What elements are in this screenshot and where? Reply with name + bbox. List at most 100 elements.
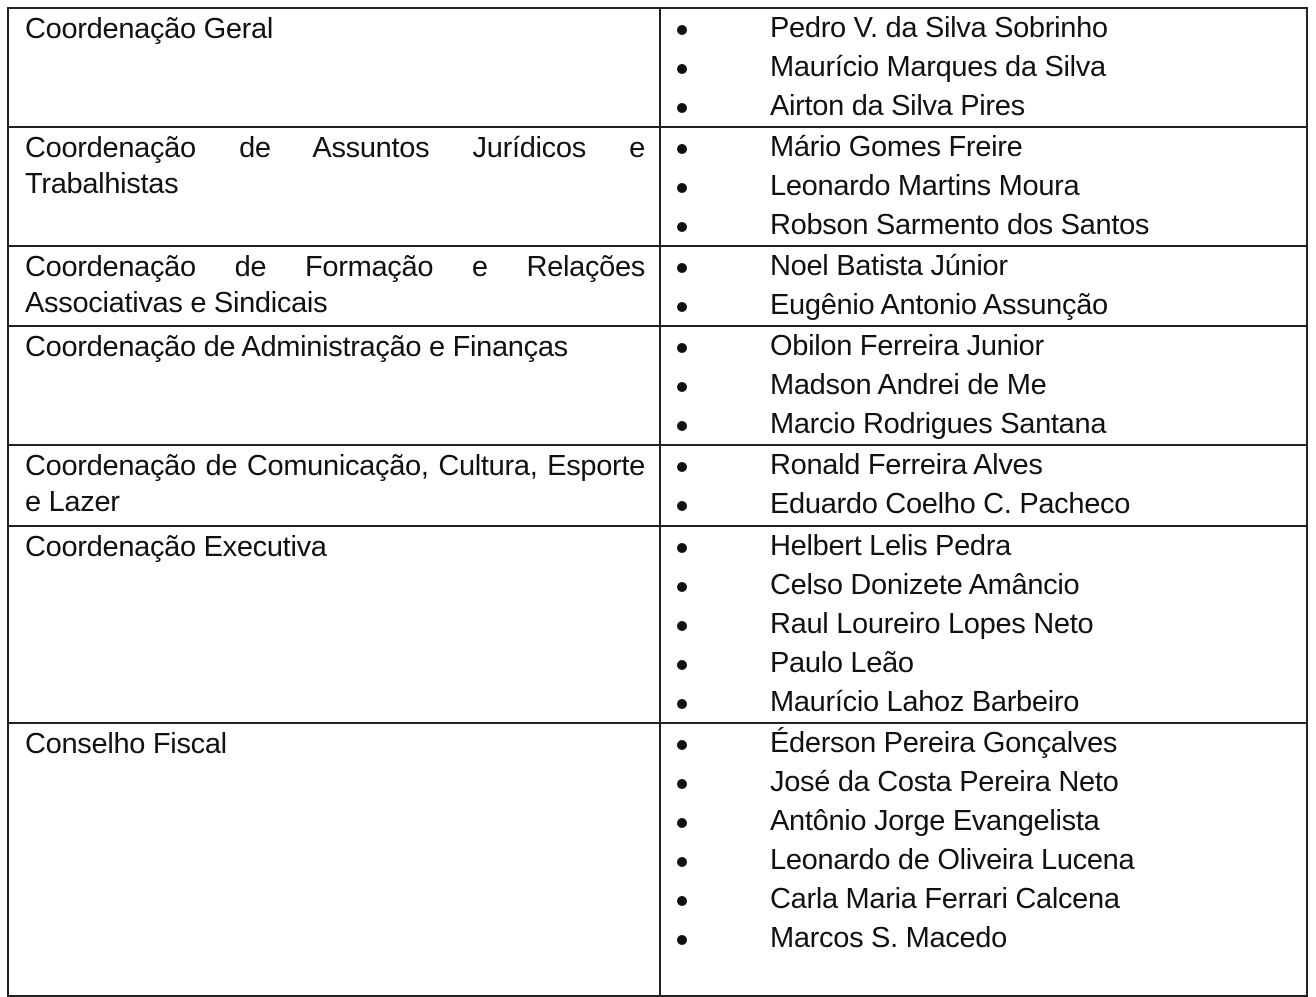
members-cell: Éderson Pereira Gonçalves José da Costa P… <box>659 722 1308 997</box>
table-row: Coordenação de Formação e Relações Assoc… <box>7 245 1308 327</box>
members-cell: Pedro V. da Silva Sobrinho Maurício Marqu… <box>659 7 1308 128</box>
member-item: Helbert Lelis Pedra <box>661 527 1306 566</box>
member-name: Eugênio Antonio Assunção <box>770 289 1108 321</box>
bullet <box>677 462 687 472</box>
role-cell: Coordenação Executiva <box>7 525 661 724</box>
member-name: Noel Batista Júnior <box>770 250 1008 282</box>
member-item: Noel Batista Júnior <box>661 247 1306 286</box>
member-name: Mário Gomes Freire <box>770 131 1023 163</box>
board-table: Coordenação Geral Pedro V. da Silva Sobri… <box>7 7 1308 997</box>
bullet <box>677 343 687 353</box>
member-name: Leonardo de Oliveira Lucena <box>770 844 1135 876</box>
member-item: Obilon Ferreira Junior <box>661 327 1306 366</box>
member-name: Maurício Lahoz Barbeiro <box>770 686 1080 718</box>
member-item: Leonardo Martins Moura <box>661 167 1306 206</box>
member-item: Carla Maria Ferrari Calcena <box>661 880 1306 919</box>
bullet <box>677 103 687 113</box>
member-item: Raul Loureiro Lopes Neto <box>661 605 1306 644</box>
member-list: Obilon Ferreira Junior Madson Andrei de M… <box>661 327 1306 444</box>
members-cell: Obilon Ferreira Junior Madson Andrei de M… <box>659 325 1308 446</box>
member-name: Celso Donizete Amâncio <box>770 569 1080 601</box>
bullet <box>677 543 687 553</box>
role-cell: Coordenação de Assuntos Jurídicos e Trab… <box>7 126 661 247</box>
bullet <box>677 699 687 709</box>
members-cell: Mário Gomes Freire Leonardo Martins Moura… <box>659 126 1308 247</box>
bullet <box>677 183 687 193</box>
bullet <box>677 222 687 232</box>
bullet <box>677 935 687 945</box>
bullet <box>677 302 687 312</box>
member-name: Ronald Ferreira Alves <box>770 449 1043 481</box>
bullet <box>677 857 687 867</box>
member-name: Marcio Rodrigues Santana <box>770 408 1107 440</box>
table-row: Conselho Fiscal Éderson Pereira Gonçalves… <box>7 722 1308 997</box>
member-item: Mário Gomes Freire <box>661 128 1306 167</box>
member-item: Antônio Jorge Evangelista <box>661 802 1306 841</box>
bullet <box>677 896 687 906</box>
member-name: Eduardo Coelho C. Pacheco <box>770 488 1131 520</box>
bullet <box>677 660 687 670</box>
member-name: Helbert Lelis Pedra <box>770 530 1011 562</box>
member-item: Pedro V. da Silva Sobrinho <box>661 9 1306 48</box>
bullet <box>677 25 687 35</box>
member-list: Mário Gomes Freire Leonardo Martins Moura… <box>661 128 1306 245</box>
member-item: Airton da Silva Pires <box>661 87 1306 126</box>
bullet <box>677 501 687 511</box>
member-item: Robson Sarmento dos Santos <box>661 206 1306 245</box>
role-cell: Coordenação de Administração e Finanças <box>7 325 661 446</box>
member-name: Madson Andrei de Me <box>770 369 1047 401</box>
bullet <box>677 621 687 631</box>
bullet <box>677 779 687 789</box>
bullet <box>677 64 687 74</box>
table-row: Coordenação de Administração e Finanças O… <box>7 325 1308 446</box>
member-item: Eugênio Antonio Assunção <box>661 286 1306 325</box>
member-item: Ronald Ferreira Alves <box>661 446 1306 485</box>
member-item: Éderson Pereira Gonçalves <box>661 724 1306 763</box>
member-name: Maurício Marques da Silva <box>770 51 1106 83</box>
member-name: Marcos S. Macedo <box>770 922 1007 954</box>
member-name: Robson Sarmento dos Santos <box>770 209 1150 241</box>
member-name: José da Costa Pereira Neto <box>770 766 1119 798</box>
member-name: Pedro V. da Silva Sobrinho <box>770 12 1108 44</box>
member-name: Airton da Silva Pires <box>770 90 1025 122</box>
members-cell: Noel Batista Júnior Eugênio Antonio Assun… <box>659 245 1308 327</box>
member-item: Leonardo de Oliveira Lucena <box>661 841 1306 880</box>
member-list: Pedro V. da Silva Sobrinho Maurício Marqu… <box>661 9 1306 126</box>
member-name: Raul Loureiro Lopes Neto <box>770 608 1094 640</box>
members-cell: Ronald Ferreira Alves Eduardo Coelho C. P… <box>659 444 1308 527</box>
bullet <box>677 144 687 154</box>
member-item: José da Costa Pereira Neto <box>661 763 1306 802</box>
role-cell: Conselho Fiscal <box>7 722 661 997</box>
role-cell: Coordenação de Comunicação, Cultura, Esp… <box>7 444 661 527</box>
member-item: Celso Donizete Amâncio <box>661 566 1306 605</box>
member-list: Ronald Ferreira Alves Eduardo Coelho C. P… <box>661 446 1306 524</box>
role-cell: Coordenação Geral <box>7 7 661 128</box>
member-name: Obilon Ferreira Junior <box>770 330 1044 362</box>
table-row: Coordenação de Comunicação, Cultura, Esp… <box>7 444 1308 527</box>
members-cell: Helbert Lelis Pedra Celso Donizete Amânci… <box>659 525 1308 724</box>
table-row: Coordenação Executiva Helbert Lelis Pedra… <box>7 525 1308 724</box>
member-item: Eduardo Coelho C. Pacheco <box>661 485 1306 524</box>
member-list: Helbert Lelis Pedra Celso Donizete Amânci… <box>661 527 1306 722</box>
member-name: Carla Maria Ferrari Calcena <box>770 883 1120 915</box>
bullet <box>677 421 687 431</box>
table-row: Coordenação de Assuntos Jurídicos e Trab… <box>7 126 1308 247</box>
member-item: Paulo Leão <box>661 644 1306 683</box>
member-item: Marcos S. Macedo <box>661 919 1306 958</box>
member-name: Antônio Jorge Evangelista <box>770 805 1100 837</box>
member-name: Éderson Pereira Gonçalves <box>770 727 1118 759</box>
member-item: Maurício Lahoz Barbeiro <box>661 683 1306 722</box>
table-row: Coordenação Geral Pedro V. da Silva Sobri… <box>7 7 1308 128</box>
bullet <box>677 263 687 273</box>
member-name: Leonardo Martins Moura <box>770 170 1080 202</box>
bullet <box>677 818 687 828</box>
member-item: Madson Andrei de Me <box>661 366 1306 405</box>
member-item: Maurício Marques da Silva <box>661 48 1306 87</box>
role-cell: Coordenação de Formação e Relações Assoc… <box>7 245 661 327</box>
member-item: Marcio Rodrigues Santana <box>661 405 1306 444</box>
member-name: Paulo Leão <box>770 647 914 679</box>
member-list: Éderson Pereira Gonçalves José da Costa P… <box>661 724 1306 958</box>
member-list: Noel Batista Júnior Eugênio Antonio Assun… <box>661 247 1306 325</box>
bullet <box>677 582 687 592</box>
